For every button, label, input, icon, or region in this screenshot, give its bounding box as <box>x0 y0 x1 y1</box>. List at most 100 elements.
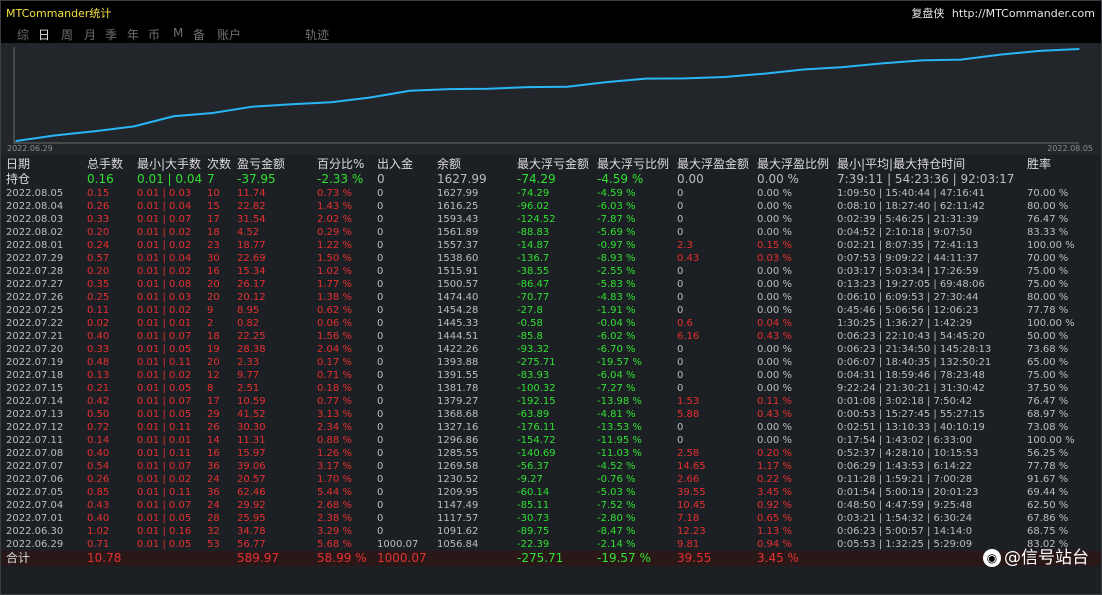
table-row[interactable]: 2022.07.27 0.35 0.01 | 0.08 20 26.17 1.77 % 0 1… <box>1 278 1101 291</box>
tab-9[interactable]: 账户 <box>217 28 242 42</box>
holding-cell: 7:39:11 | 54:23:36 | 92:03:17 <box>837 172 1015 186</box>
tab-0[interactable]: 综 <box>17 28 30 42</box>
balance-point <box>605 81 608 83</box>
table-cell: 2022.07.21 <box>6 331 64 342</box>
table-row[interactable]: 2022.07.28 0.20 0.01 | 0.02 16 15.34 1.02 % 0 1… <box>1 265 1101 278</box>
table-cell: 2022.07.04 <box>6 500 64 511</box>
table-cell: 0.29 % <box>317 227 352 238</box>
table-row[interactable]: 2022.07.14 0.42 0.01 | 0.07 17 10.59 0.77 % 0 1… <box>1 395 1101 408</box>
tab-8[interactable]: 备 <box>193 28 206 42</box>
table-cell: 24 <box>207 500 220 511</box>
table-cell: -4.83 % <box>597 292 636 303</box>
table-cell: 1.50 % <box>317 253 352 264</box>
table-cell: 0.01 | 0.01 <box>137 435 192 446</box>
table-row[interactable]: 2022.08.05 0.15 0.01 | 0.03 10 11.74 0.73 % 0 1… <box>1 187 1101 200</box>
table-cell: 77.78 % <box>1027 461 1069 472</box>
table-row[interactable]: 2022.07.26 0.25 0.01 | 0.03 20 20.12 1.38 % 0 1… <box>1 291 1101 304</box>
table-cell: 0 <box>377 422 384 433</box>
table-cell: 0 <box>377 500 384 511</box>
table-row[interactable]: 2022.07.04 0.43 0.01 | 0.07 24 29.92 2.68 % 0 1… <box>1 499 1101 512</box>
table-cell: 1368.68 <box>437 409 479 420</box>
table-cell: -176.11 <box>517 422 556 433</box>
tab-10[interactable]: 轨迹 <box>305 28 330 42</box>
table-row[interactable]: 2022.07.01 0.40 0.01 | 0.05 28 25.95 2.38 % 0 1… <box>1 512 1101 525</box>
tab-1[interactable]: 日 <box>38 28 51 42</box>
table-row[interactable]: 2022.07.20 0.33 0.01 | 0.05 19 28.38 2.04 % 0 1… <box>1 343 1101 356</box>
balance-point <box>290 103 293 105</box>
table-cell: 2022.07.29 <box>6 253 64 264</box>
table-cell: 1000.07 <box>377 539 419 550</box>
balance-point <box>212 112 214 114</box>
table-cell: 3.45 % <box>757 487 792 498</box>
table-cell: 18 <box>207 227 220 238</box>
column-header: 余额 <box>437 157 462 171</box>
table-cell: 0.21 <box>87 383 110 394</box>
table-row[interactable]: 2022.07.08 0.40 0.01 | 0.11 16 15.97 1.26 % 0 1… <box>1 447 1101 460</box>
table-cell: 2022.07.14 <box>6 396 64 407</box>
tab-7[interactable]: M <box>173 26 184 40</box>
tab-5[interactable]: 年 <box>127 28 140 42</box>
table-row[interactable]: 2022.07.15 0.21 0.01 | 0.05 8 2.51 0.18 % 0 138… <box>1 382 1101 395</box>
table-row[interactable]: 2022.07.11 0.14 0.01 | 0.01 14 11.31 0.88 % 0 1… <box>1 434 1101 447</box>
balance-point <box>566 85 568 88</box>
table-cell: 77.78 % <box>1027 305 1069 316</box>
total-cell: 58.99 % <box>317 551 367 565</box>
table-row[interactable]: 2022.06.30 1.02 0.01 | 0.16 32 34.78 3.29 % 0 1… <box>1 525 1101 538</box>
column-header: 最大浮盈金额 <box>677 157 750 171</box>
table-row[interactable]: 2022.08.01 0.24 0.01 | 0.02 23 18.77 1.22 % 0 1… <box>1 239 1101 252</box>
table-cell: 9.81 <box>677 539 700 550</box>
table-cell: 83.02 % <box>1027 539 1069 550</box>
table-row[interactable]: 2022.07.05 0.85 0.01 | 0.11 36 62.46 5.44 % 0 1… <box>1 486 1101 499</box>
table-row[interactable]: 2022.07.22 0.02 0.01 | 0.01 2 0.82 0.06 % 0 144… <box>1 317 1101 330</box>
table-cell: 0:05:53 | 1:32:25 | 5:29:09 <box>837 539 973 550</box>
table-cell: 1.38 % <box>317 292 352 303</box>
balance-chart: 2022.06.29 2022.08.05 <box>1 43 1101 155</box>
table-cell: 1616.25 <box>437 201 479 212</box>
table-row[interactable]: 2022.07.25 0.11 0.01 | 0.02 9 8.95 0.62 % 0 145… <box>1 304 1101 317</box>
table-row[interactable]: 2022.07.19 0.48 0.01 | 0.11 20 2.33 0.17 % 0 13… <box>1 356 1101 369</box>
table-cell: 25.95 <box>237 513 266 524</box>
table-cell: 0:08:10 | 18:27:40 | 62:11:42 <box>837 201 985 212</box>
table-row[interactable]: 2022.07.07 0.54 0.01 | 0.07 36 39.06 3.17 % 0 1… <box>1 460 1101 473</box>
table-cell: 23 <box>207 240 220 251</box>
balance-point <box>93 130 96 133</box>
balance-point <box>448 88 450 90</box>
table-cell: -0.04 % <box>597 318 636 329</box>
table-cell: 0.01 | 0.02 <box>137 305 192 316</box>
table-row[interactable]: 2022.07.18 0.13 0.01 | 0.02 12 9.77 0.71 % 0 13… <box>1 369 1101 382</box>
table-cell: 0.42 <box>87 396 110 407</box>
table-cell: 0.01 | 0.04 <box>137 201 192 212</box>
brand-url[interactable]: http://MTCommander.com <box>951 7 1095 20</box>
table-row[interactable]: 2022.08.02 0.20 0.01 | 0.02 18 4.52 0.29 % 0 15… <box>1 226 1101 239</box>
table-cell: 1422.26 <box>437 344 479 355</box>
table-row[interactable]: 2022.07.13 0.50 0.01 | 0.05 29 41.52 3.13 % 0 1… <box>1 408 1101 421</box>
table-cell: 20 <box>207 279 220 290</box>
table-row[interactable]: 2022.08.03 0.33 0.01 | 0.07 17 31.54 2.02 % 0 1… <box>1 213 1101 226</box>
column-header: 次数 <box>207 157 232 171</box>
table-cell: 36 <box>207 487 220 498</box>
tab-2[interactable]: 周 <box>61 28 74 42</box>
tab-3[interactable]: 月 <box>84 28 97 42</box>
table-cell: 4.52 <box>237 227 260 238</box>
table-cell: 3.29 % <box>317 526 352 537</box>
table-cell: 0.17 % <box>317 357 352 368</box>
table-row[interactable]: 2022.08.04 0.26 0.01 | 0.04 15 22.82 1.43 % 0 1… <box>1 200 1101 213</box>
table-cell: 0.00 % <box>757 188 792 199</box>
table-cell: -74.29 <box>517 188 550 199</box>
table-row[interactable]: 2022.07.29 0.57 0.01 | 0.04 30 22.69 1.50 % 0 1… <box>1 252 1101 265</box>
holding-cell: 0.00 % <box>757 172 799 186</box>
table-cell: 0.15 % <box>757 240 792 251</box>
table-cell: 0:01:54 | 5:00:19 | 20:01:23 <box>837 487 979 498</box>
tab-4[interactable]: 季 <box>105 28 118 42</box>
table-cell: 5.44 % <box>317 487 352 498</box>
tab-6[interactable]: 币 <box>148 28 161 42</box>
table-cell: 0.6 <box>677 318 693 329</box>
table-row[interactable]: 2022.07.21 0.40 0.01 | 0.07 18 22.25 1.56 % 0 1… <box>1 330 1101 343</box>
table-cell: -7.87 % <box>597 214 636 225</box>
table-row[interactable]: 2022.06.29 0.71 0.01 | 0.05 53 56.77 5.68 % 10… <box>1 538 1101 551</box>
table-row[interactable]: 2022.07.12 0.72 0.01 | 0.11 26 30.30 2.34 % 0 1… <box>1 421 1101 434</box>
table-cell: -85.11 <box>517 500 550 511</box>
table-cell: 2.66 <box>677 474 700 485</box>
table-row[interactable]: 2022.07.06 0.26 0.01 | 0.02 24 20.57 1.70 % 0 1… <box>1 473 1101 486</box>
table-cell: 1474.40 <box>437 292 479 303</box>
